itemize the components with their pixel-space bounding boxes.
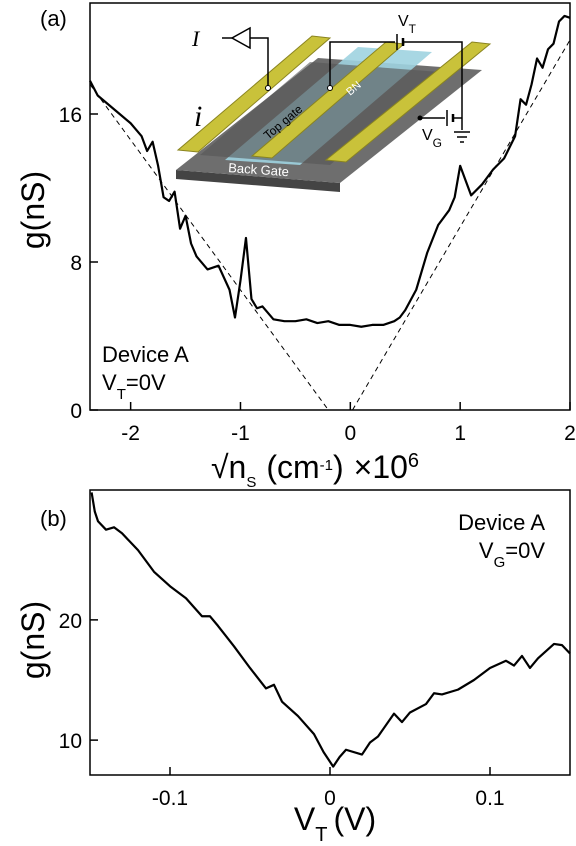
label-part: V [479,538,494,563]
label-part: G [494,554,506,571]
x-tick-label: 1 [454,422,466,445]
y-tick-label: 8 [70,252,82,275]
x-tick-label: 0 [324,787,336,810]
label-part: V [398,13,409,30]
label-part: ) [333,449,344,485]
label-part: 6 [408,450,419,472]
inset-label: i [194,100,202,133]
label-part: G [433,136,442,150]
label-part: (V) [333,801,376,837]
y-tick-label: 20 [59,610,82,633]
label-part: =0V [126,370,166,395]
label-part: Device A [458,510,545,535]
guide-line [89,84,329,411]
y-axis-title: g(nS) [15,601,51,679]
y-tick-label: 16 [59,104,82,127]
inset-label: VT [398,13,417,36]
label-part: √n [211,449,246,485]
wire [403,41,463,130]
device-schematic: I i VT VG Top gate BN Back Gate [176,13,492,192]
annotation: VG=0V [479,538,545,571]
x-tick-label: 0 [344,422,356,445]
x-tick-label: -0.1 [152,787,188,810]
label-part: -1 [320,457,333,474]
inset-label: Back Gate [228,160,290,179]
contact [417,115,423,121]
wire [329,41,395,88]
inset-label: VG [422,127,442,150]
data-line [90,492,571,768]
label-part: =0V [505,538,545,563]
panel-label: (b) [40,506,67,531]
wire [250,37,269,88]
x-axis-title: VT (V) [294,801,376,846]
x-axis-title: √nS (cm-1) ×106 [211,449,419,491]
x-tick-label: 0.1 [475,787,504,810]
label-part: Device A [102,342,189,367]
annotation: VT=0V [102,370,166,403]
annotation: Device A [458,510,545,535]
contact [327,85,333,91]
back-gate-side [176,170,340,192]
panel-label: (a) [40,6,67,31]
x-tick-label: -1 [231,422,250,445]
y-axis-title: g(nS) [15,171,51,249]
contact [265,85,271,91]
label-part: T [409,22,417,36]
y-tick-label: 10 [59,730,82,753]
label-part: V [102,370,117,395]
data-line [89,14,571,328]
label-part: S [246,474,256,491]
electrode [324,41,492,163]
inset-label: I [191,26,201,51]
label-part: V [422,127,433,144]
x-tick-label: 2 [564,422,576,445]
label-part: V [294,801,316,837]
label-part: T [117,386,126,403]
current-source [230,26,251,50]
plot-frame [89,2,571,411]
annotation: Device A [102,342,189,367]
label-part: T [315,824,327,846]
y-tick-label: 0 [70,400,82,423]
label-part: ×10 [354,449,408,485]
label-part: (cm [266,449,319,485]
x-tick-label: -2 [121,422,140,445]
